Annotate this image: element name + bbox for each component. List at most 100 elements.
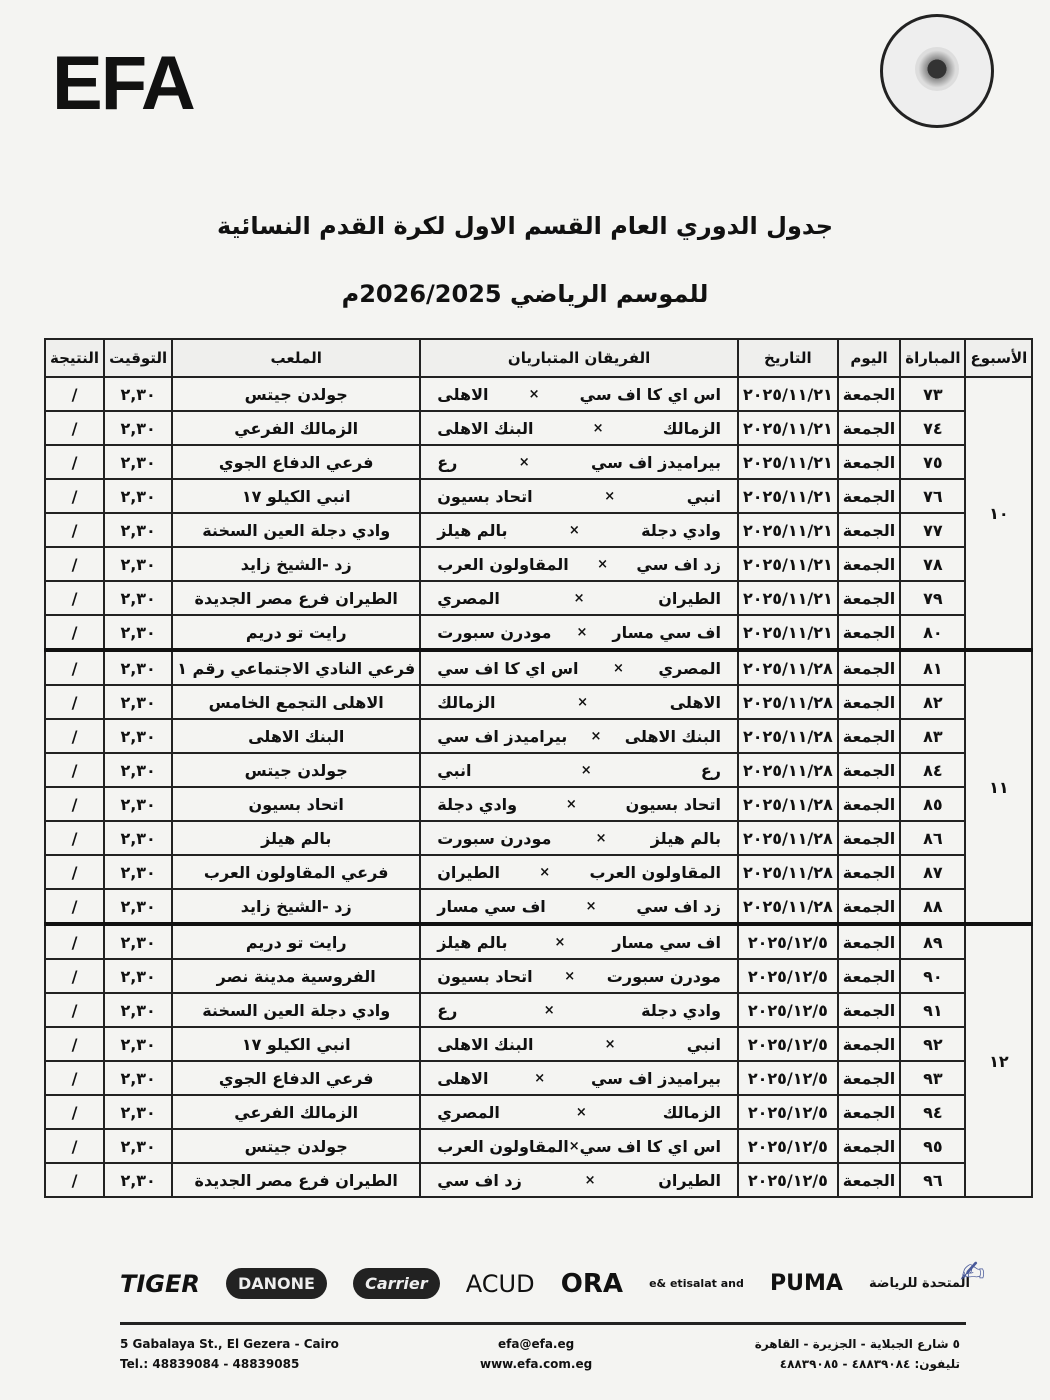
match-result: /: [43, 684, 106, 720]
match-result: /: [43, 922, 106, 960]
match-number: ٨٨: [899, 888, 967, 925]
match-date: ٢٠٢٥/١٢/٥: [736, 992, 839, 1028]
address-en: 5 Gabalaya St., El Gezera - Cairo: [120, 1337, 339, 1351]
match-result: /: [43, 854, 106, 890]
match-number: ٨٩: [899, 922, 967, 960]
versus-mark: ×: [592, 420, 604, 436]
match-stadium: بالم هيلز: [171, 820, 422, 856]
table-row: ١٢ ٨٩ الجمعة ٢٠٢٥/١٢/٥ اف سي مسار × بالم …: [43, 922, 1034, 1198]
versus-mark: ×: [539, 864, 551, 880]
home-team: اف سي مسار: [612, 622, 721, 642]
schedule-table: الأسبوع المباراة اليوم التاريخ الفريقان …: [43, 338, 1034, 1198]
home-team: الزمالك: [662, 1102, 721, 1122]
match-teams: بالم هيلز × مودرن سبورت: [419, 820, 739, 856]
table-row: ٧٩ الجمعة ٢٠٢٥/١١/٢١ الطيران × المصري ال…: [43, 580, 1032, 616]
col-week: الأسبوع: [964, 338, 1034, 378]
match-time: ٢,٣٠: [103, 992, 174, 1028]
match-date: ٢٠٢٥/١٢/٥: [736, 1162, 839, 1198]
match-day: الجمعة: [836, 922, 902, 960]
match-teams: وادي دجلة × رع: [419, 992, 739, 1028]
week-number: ١١: [964, 648, 1034, 925]
away-team: الاهلى: [437, 1068, 489, 1088]
match-number: ٨٧: [899, 854, 967, 890]
match-result: /: [43, 820, 106, 856]
match-date: ٢٠٢٥/١٢/٥: [736, 1128, 839, 1164]
website-link[interactable]: www.efa.com.eg: [480, 1357, 593, 1371]
home-team: بيراميدز اف سي: [590, 1068, 721, 1088]
match-stadium: الزمالك الفرعي: [171, 410, 422, 446]
match-number: ٧٥: [899, 444, 967, 480]
col-date: التاريخ: [736, 338, 839, 378]
match-number: ٧٨: [899, 546, 967, 582]
match-teams: اف سي مسار × مودرن سبورت: [419, 614, 739, 651]
match-date: ٢٠٢٥/١١/٢٨: [736, 854, 839, 890]
footer-address-en: 5 Gabalaya St., El Gezera - Cairo Tel.: …: [120, 1334, 339, 1374]
match-teams: اس اي كا اف سي × الاهلى: [419, 376, 739, 412]
table-row: ٩٣ الجمعة ٢٠٢٥/١٢/٥ بيراميدز اف سي × الا…: [43, 1060, 1032, 1096]
home-team: انبي: [686, 486, 721, 506]
versus-mark: ×: [534, 1070, 546, 1086]
match-teams: الطيران × المصري: [419, 580, 739, 616]
match-teams: زد اف سي × المقاولون العرب: [419, 546, 739, 582]
match-teams: وادي دجلة × بالم هيلز: [419, 512, 739, 548]
away-team: المصري: [437, 588, 500, 608]
versus-mark: ×: [595, 830, 607, 846]
match-stadium: الفروسية مدينة نصر: [171, 958, 422, 994]
versus-mark: ×: [543, 1002, 555, 1018]
email-link[interactable]: efa@efa.eg: [498, 1337, 575, 1351]
away-team: مودرن سبورت: [437, 622, 552, 642]
versus-mark: ×: [565, 796, 577, 812]
match-time: ٢,٣٠: [103, 958, 174, 994]
away-team: المقاولون العرب: [437, 554, 569, 574]
match-time: ٢,٣٠: [103, 752, 174, 788]
away-team: الزمالك: [437, 692, 496, 712]
table-row: ٨٧ الجمعة ٢٠٢٥/١١/٢٨ المقاولون العرب × ا…: [43, 854, 1032, 890]
away-team: بالم هيلز: [437, 520, 508, 540]
table-row: ١٠ ٧٣ الجمعة ٢٠٢٥/١١/٢١ اس اي كا اف سي × …: [43, 376, 1034, 651]
match-result: /: [43, 1026, 106, 1062]
match-teams: مودرن سبورت × اتحاد بسيون: [419, 958, 739, 994]
match-date: ٢٠٢٥/١٢/٥: [736, 1060, 839, 1096]
match-teams: المقاولون العرب × الطيران: [419, 854, 739, 890]
table-row: ٨٨ الجمعة ٢٠٢٥/١١/٢٨ زد اف سي × اف سي مس…: [43, 888, 1032, 925]
signature: ✍: [960, 1255, 986, 1290]
match-teams: الزمالك × البنك الاهلى: [419, 410, 739, 446]
match-day: الجمعة: [836, 820, 902, 856]
home-team: اس اي كا اف سي: [579, 1136, 721, 1156]
match-stadium: رايت تو دريم: [171, 614, 422, 651]
match-date: ٢٠٢٥/١١/٢١: [736, 410, 839, 446]
versus-mark: ×: [568, 522, 580, 538]
match-time: ٢,٣٠: [103, 478, 174, 514]
match-date: ٢٠٢٥/١١/٢٨: [736, 752, 839, 788]
match-time: ٢,٣٠: [103, 1128, 174, 1164]
match-stadium: وادي دجلة العين السخنة: [171, 512, 422, 548]
match-time: ٢,٣٠: [103, 614, 174, 651]
table-row: ٩١ الجمعة ٢٠٢٥/١٢/٥ وادي دجلة × رع وادي …: [43, 992, 1032, 1028]
match-time: ٢,٣٠: [103, 648, 174, 686]
match-day: الجمعة: [836, 1162, 902, 1198]
col-teams: الفريقان المتباريان: [419, 338, 739, 378]
match-stadium: اتحاد بسيون: [171, 786, 422, 822]
match-result: /: [43, 614, 106, 651]
match-stadium: الطيران فرع مصر الجديدة: [171, 580, 422, 616]
match-time: ٢,٣٠: [103, 922, 174, 960]
home-team: انبي: [686, 1034, 721, 1054]
table-row: ٧٧ الجمعة ٢٠٢٥/١١/٢١ وادي دجلة × بالم هي…: [43, 512, 1032, 548]
match-time: ٢,٣٠: [103, 786, 174, 822]
match-teams: زد اف سي × اف سي مسار: [419, 888, 739, 925]
match-time: ٢,٣٠: [103, 854, 174, 890]
away-team: البنك الاهلى: [437, 418, 534, 438]
match-day: الجمعة: [836, 478, 902, 514]
match-time: ٢,٣٠: [103, 410, 174, 446]
match-date: ٢٠٢٥/١١/٢٨: [736, 684, 839, 720]
match-teams: رع × انبي: [419, 752, 739, 788]
sponsor-puma-logo: PUMA: [769, 1271, 843, 1296]
match-date: ٢٠٢٥/١١/٢١: [736, 614, 839, 651]
match-date: ٢٠٢٥/١٢/٥: [736, 922, 839, 960]
match-teams: انبي × اتحاد بسيون: [419, 478, 739, 514]
match-day: الجمعة: [836, 410, 902, 446]
away-team: اتحاد بسيون: [437, 966, 533, 986]
match-stadium: الطيران فرع مصر الجديدة: [171, 1162, 422, 1198]
match-stadium: جولدن جيتس: [171, 1128, 422, 1164]
match-result: /: [43, 478, 106, 514]
